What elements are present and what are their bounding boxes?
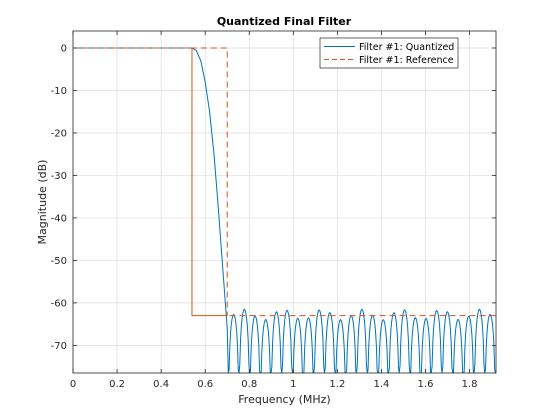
legend-box: [319, 37, 459, 69]
y-tick-label: 0: [61, 43, 67, 54]
legend[interactable]: Filter #1: Quantized Filter #1: Referenc…: [319, 37, 459, 69]
x-tick-label: 1.2: [329, 379, 345, 390]
y-tick-label: -10: [51, 86, 67, 97]
x-tick-label: 0.4: [153, 379, 169, 390]
x-tick-label: 1: [290, 379, 296, 390]
x-tick-label: 1.6: [418, 379, 434, 390]
y-axis-label: Magnitude (dB): [36, 160, 49, 245]
series-reference-line: [73, 47, 496, 317]
x-axis-label: Frequency (MHz): [238, 393, 330, 406]
legend-label-reference: Filter #1: Reference: [359, 55, 454, 66]
x-tick-label: 0: [70, 379, 76, 390]
y-tick-label: -50: [51, 256, 67, 267]
legend-label-quantized: Filter #1: Quantized: [359, 42, 454, 53]
x-tick-label: 1.8: [462, 379, 478, 390]
y-tick-label: -60: [51, 298, 67, 309]
series-quantized-line: [73, 47, 496, 373]
axes-box: [72, 30, 497, 374]
x-tick-label: 0.6: [197, 379, 213, 390]
series-layer: [73, 47, 496, 373]
y-tick-label: -70: [51, 341, 67, 352]
x-tick-label: 0.2: [109, 379, 125, 390]
axis-ticks: 0 0.2 0.4 0.6 0.8 1 1.2 1.4 1.6 1.8 0 -10 -20 -30 -40 -…: [51, 31, 496, 390]
chart-title: Quantized Final Filter: [217, 15, 352, 28]
y-tick-label: -20: [51, 128, 67, 139]
y-tick-label: -30: [51, 171, 67, 182]
x-tick-label: 0.8: [241, 379, 257, 390]
x-tick-label: 1.4: [373, 379, 389, 390]
y-tick-label: -40: [51, 213, 67, 224]
